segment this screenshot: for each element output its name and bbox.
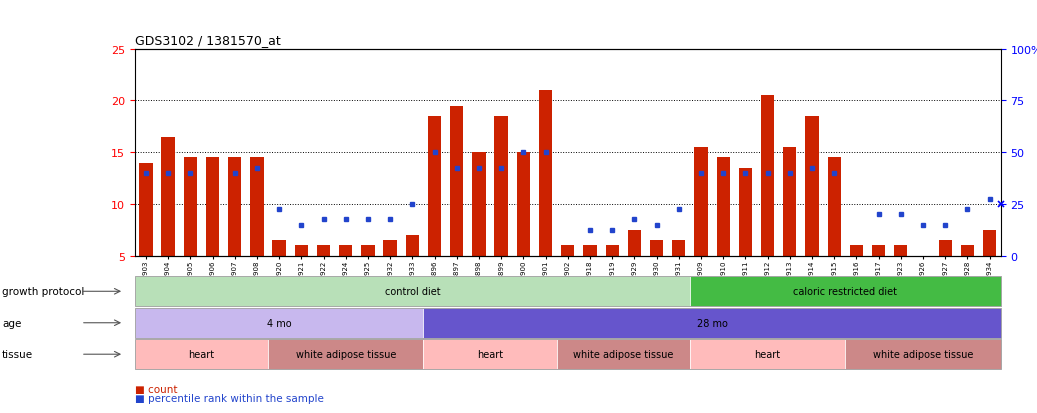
Text: white adipose tissue: white adipose tissue — [573, 349, 673, 359]
Text: heart: heart — [755, 349, 781, 359]
Bar — [717, 158, 730, 256]
Bar — [849, 246, 863, 256]
Bar — [561, 246, 574, 256]
Text: 28 mo: 28 mo — [697, 318, 728, 328]
Bar — [228, 158, 242, 256]
Bar — [583, 246, 596, 256]
Text: 4 mo: 4 mo — [267, 318, 291, 328]
Bar — [672, 240, 685, 256]
Bar — [828, 158, 841, 256]
Bar — [960, 246, 974, 256]
Bar — [806, 116, 818, 256]
Bar — [273, 240, 286, 256]
Bar — [139, 163, 152, 256]
Bar — [428, 116, 441, 256]
Bar — [450, 106, 464, 256]
Bar — [339, 246, 353, 256]
Text: tissue: tissue — [2, 349, 33, 359]
Bar — [295, 246, 308, 256]
Bar — [495, 116, 508, 256]
Bar — [627, 230, 641, 256]
Text: GDS3102 / 1381570_at: GDS3102 / 1381570_at — [135, 34, 281, 47]
Bar — [738, 169, 752, 256]
Bar — [361, 246, 374, 256]
Bar — [516, 153, 530, 256]
Text: growth protocol: growth protocol — [2, 287, 84, 297]
Bar — [472, 153, 485, 256]
Bar — [206, 158, 219, 256]
Bar — [539, 91, 553, 256]
Bar — [872, 246, 886, 256]
Text: ■ percentile rank within the sample: ■ percentile rank within the sample — [135, 394, 324, 404]
Bar — [894, 246, 907, 256]
Bar — [761, 96, 775, 256]
Text: ■ count: ■ count — [135, 385, 177, 394]
Text: control diet: control diet — [385, 287, 440, 297]
Text: white adipose tissue: white adipose tissue — [873, 349, 973, 359]
Bar — [405, 235, 419, 256]
Text: white adipose tissue: white adipose tissue — [296, 349, 396, 359]
Bar — [938, 240, 952, 256]
Bar — [162, 137, 175, 256]
Bar — [983, 230, 997, 256]
Text: heart: heart — [477, 349, 503, 359]
Text: age: age — [2, 318, 22, 328]
Bar — [384, 240, 397, 256]
Text: caloric restricted diet: caloric restricted diet — [793, 287, 897, 297]
Bar — [783, 147, 796, 256]
Bar — [250, 158, 263, 256]
Bar — [650, 240, 664, 256]
Bar — [184, 158, 197, 256]
Text: heart: heart — [189, 349, 215, 359]
Bar — [606, 246, 619, 256]
Bar — [317, 246, 330, 256]
Bar — [695, 147, 707, 256]
